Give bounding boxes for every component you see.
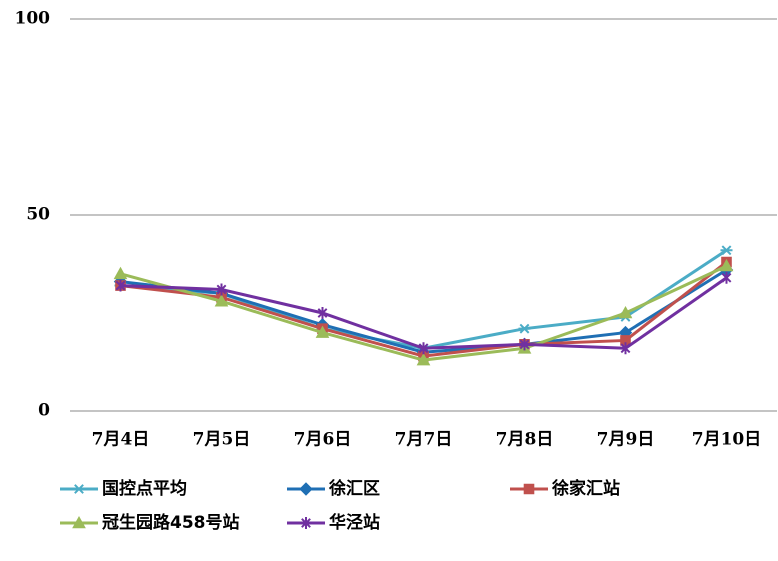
series-line <box>120 276 728 350</box>
marker <box>301 517 311 529</box>
legend-label: 冠生园路458号站 <box>102 512 240 533</box>
x-tick-label: 7月6日 <box>294 430 352 450</box>
marker <box>115 279 126 292</box>
x-tick-label: 7月5日 <box>193 430 251 450</box>
marker <box>73 484 85 494</box>
marker <box>72 515 86 529</box>
x-tick-label: 7月10日 <box>692 430 762 450</box>
marker <box>719 258 734 272</box>
x-tick-label: 7月4日 <box>92 430 150 450</box>
marker <box>216 283 227 296</box>
marker <box>317 307 328 319</box>
marker <box>315 325 330 338</box>
y-tick-label: 0 <box>38 401 50 421</box>
marker <box>618 305 633 319</box>
y-tick-label: 100 <box>15 9 51 29</box>
marker <box>518 323 531 334</box>
marker <box>620 342 631 355</box>
x-tick-label: 7月9日 <box>597 430 655 450</box>
marker <box>720 245 733 256</box>
marker <box>113 266 128 280</box>
legend-label: 徐家汇站 <box>551 478 620 499</box>
marker <box>721 271 732 284</box>
marker <box>418 342 429 355</box>
marker <box>299 482 313 496</box>
legend-label: 徐汇区 <box>328 478 380 499</box>
x-tick-label: 7月8日 <box>496 430 554 450</box>
x-tick-label: 7月7日 <box>395 430 453 450</box>
marker <box>416 353 431 366</box>
y-tick-label: 50 <box>26 205 50 225</box>
marker <box>214 294 229 307</box>
legend-label: 华泾站 <box>329 512 380 533</box>
marker <box>519 338 530 351</box>
legend-label: 国控点平均 <box>102 478 187 499</box>
marker <box>523 483 535 495</box>
